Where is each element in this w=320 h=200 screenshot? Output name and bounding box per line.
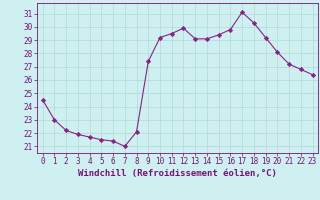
X-axis label: Windchill (Refroidissement éolien,°C): Windchill (Refroidissement éolien,°C): [78, 169, 277, 178]
